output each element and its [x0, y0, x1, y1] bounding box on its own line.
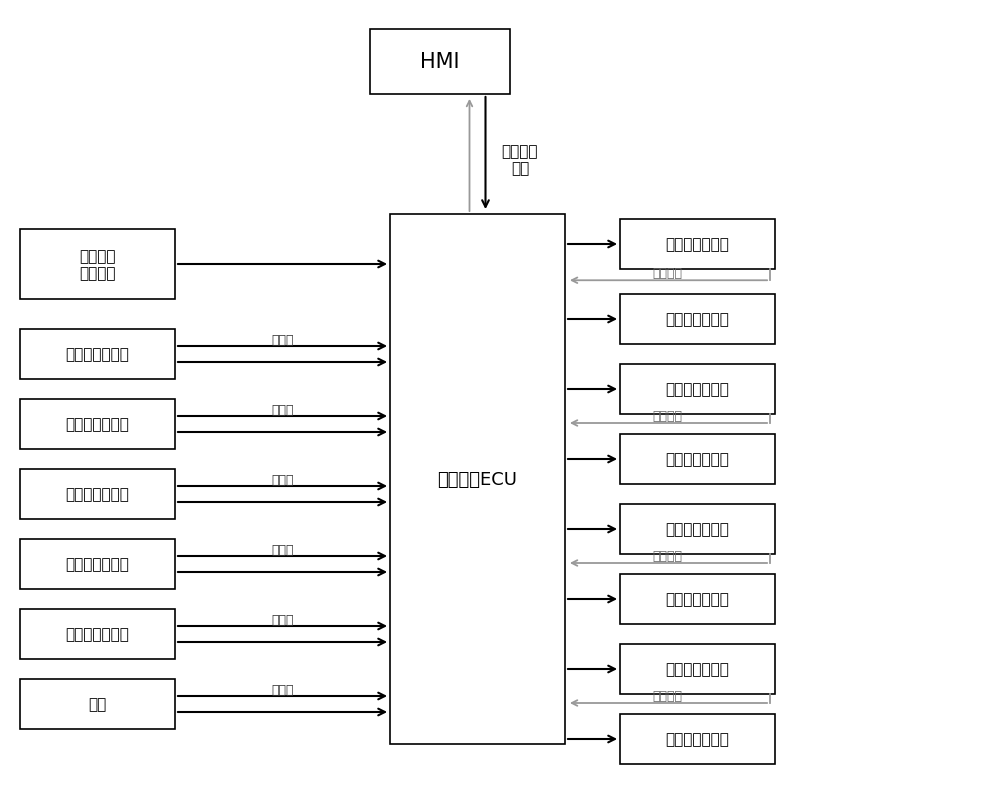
Text: 八桥电磁换向阀: 八桥电磁换向阀 [666, 452, 729, 467]
Text: 八桥比例方向阀: 八桥比例方向阀 [666, 382, 729, 397]
Bar [20, 679, 175, 729]
Bar [620, 714, 775, 764]
Text: 九桥电磁换向阀: 九桥电磁换向阀 [666, 592, 729, 607]
Text: 转向模式
指令: 转向模式 指令 [502, 144, 538, 176]
Bar [20, 610, 175, 659]
Text: 十桥比例方向阀: 十桥比例方向阀 [666, 662, 729, 677]
Text: 双通道: 双通道 [271, 474, 294, 487]
Text: 十桥角度传感器: 十桥角度传感器 [66, 626, 129, 642]
Text: 反馈电流: 反馈电流 [652, 689, 682, 702]
Bar [370, 30, 510, 95]
Text: 七桥角度传感器: 七桥角度传感器 [66, 417, 129, 432]
Text: 九桥比例方向阀: 九桥比例方向阀 [666, 522, 729, 537]
Text: 车速: 车速 [88, 697, 107, 711]
Text: 九桥角度传感器: 九桥角度传感器 [66, 557, 129, 572]
Bar [20, 469, 175, 520]
Text: 八桥角度传感器: 八桥角度传感器 [66, 487, 129, 502]
Text: 反馈电流: 反馈电流 [652, 409, 682, 422]
Bar [20, 539, 175, 589]
Text: 转向系统ECU: 转向系统ECU [438, 471, 518, 488]
Text: 十桥电磁换向阀: 十桥电磁换向阀 [666, 731, 729, 747]
Bar [620, 435, 775, 484]
Text: 双通道: 双通道 [271, 614, 294, 626]
Bar [620, 220, 775, 269]
Bar [20, 399, 175, 449]
Bar [620, 644, 775, 695]
Bar [620, 365, 775, 415]
Text: 双通道: 双通道 [271, 683, 294, 697]
Text: 双通道: 双通道 [271, 544, 294, 557]
Text: 七桥比例方向阀: 七桥比例方向阀 [666, 237, 729, 252]
Text: 后桥锁止
翅板开关: 后桥锁止 翅板开关 [79, 249, 116, 281]
Text: 反馈电流: 反馈电流 [652, 549, 682, 561]
Bar [20, 330, 175, 379]
Bar [620, 574, 775, 624]
Bar [20, 229, 175, 300]
Bar [390, 215, 565, 744]
Text: 反馈电流: 反馈电流 [652, 266, 682, 279]
Text: 双通道: 双通道 [271, 404, 294, 417]
Text: 一桥角度传感器: 一桥角度传感器 [66, 347, 129, 362]
Text: 七桥电磁换向阀: 七桥电磁换向阀 [666, 312, 729, 327]
Text: 双通道: 双通道 [271, 334, 294, 347]
Bar [620, 504, 775, 554]
Bar [620, 294, 775, 345]
Text: HMI: HMI [420, 52, 460, 72]
